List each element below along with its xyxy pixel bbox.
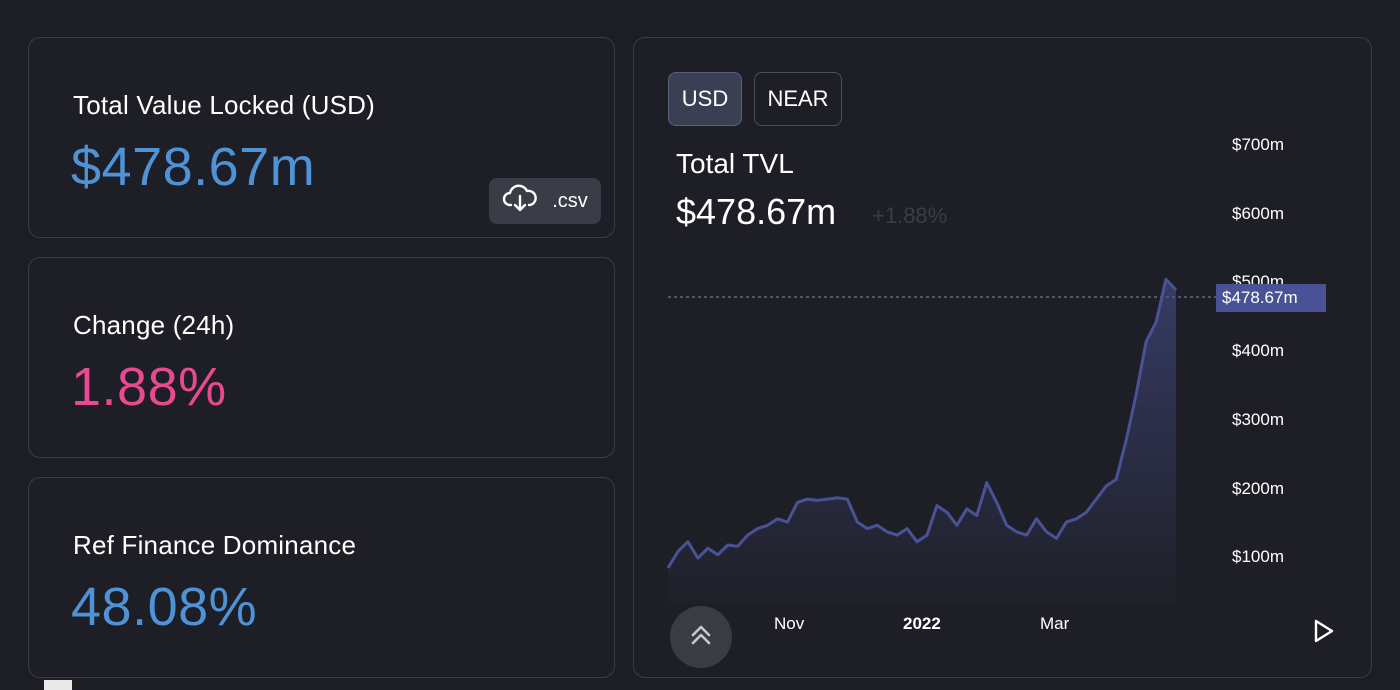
chart-change: +1.88% (872, 203, 948, 228)
csv-download-button[interactable]: .csv (489, 178, 601, 224)
tvl-chart-card: USD NEAR Total TVL $478.67m +1.88% $700m… (633, 37, 1372, 678)
dominance-card: Ref Finance Dominance 48.08% (28, 477, 615, 678)
change-value: 1.88% (71, 357, 227, 417)
y-tick: $600m (1232, 204, 1284, 223)
cloud-download-icon (502, 183, 538, 219)
change-card: Change (24h) 1.88% (28, 257, 615, 458)
scroll-up-button[interactable] (670, 606, 732, 668)
tvl-label: Total Value Locked (USD) (73, 90, 376, 120)
usd-toggle[interactable]: USD (668, 72, 742, 126)
x-tick: Mar (1040, 614, 1070, 633)
chart-title: Total TVL (676, 148, 794, 179)
play-icon[interactable] (1312, 618, 1336, 649)
dominance-label: Ref Finance Dominance (73, 530, 357, 560)
tvl-series-line (666, 277, 1178, 569)
y-tick: $200m (1232, 479, 1284, 498)
change-label: Change (24h) (73, 310, 235, 340)
double-chevron-up-icon (688, 622, 714, 653)
csv-label: .csv (552, 189, 588, 212)
tvl-card: Total Value Locked (USD) $478.67m .csv (28, 37, 615, 238)
tvl-area-chart[interactable] (634, 38, 1373, 679)
y-tick: $100m (1232, 547, 1284, 566)
y-tick: $300m (1232, 410, 1284, 429)
x-tick: Nov (774, 614, 805, 633)
x-tick: 2022 (903, 614, 941, 633)
near-toggle[interactable]: NEAR (754, 72, 842, 126)
dominance-value: 48.08% (71, 577, 258, 637)
corner-fragment (44, 680, 72, 690)
y-tick: $400m (1232, 341, 1284, 360)
current-price-tag: $478.67m (1216, 284, 1326, 312)
tvl-area-fill (668, 279, 1176, 604)
chart-value: $478.67m (676, 191, 837, 232)
y-tick: $700m (1232, 135, 1284, 154)
tvl-value: $478.67m (71, 137, 316, 197)
